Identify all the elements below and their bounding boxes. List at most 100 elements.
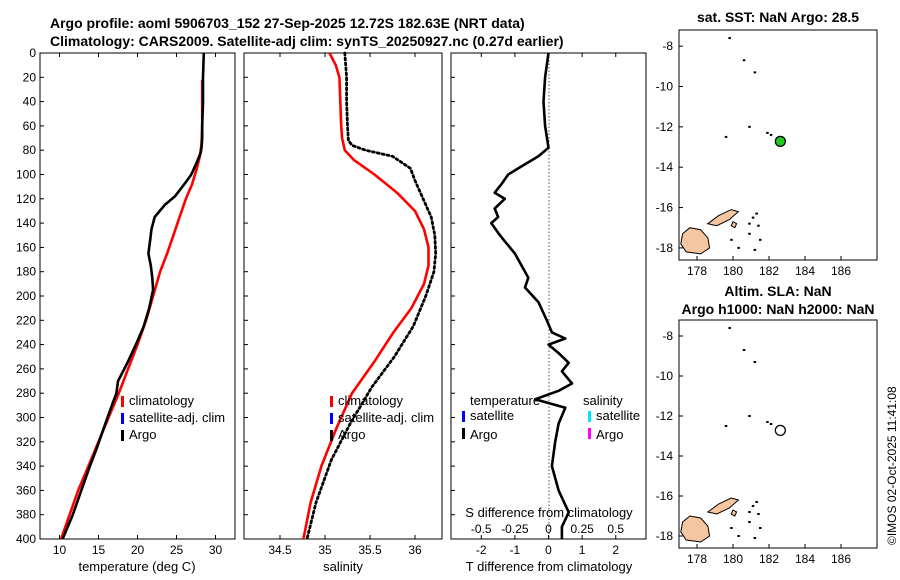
s-difference-label: S difference from climatology: [465, 505, 633, 520]
islet: [724, 425, 728, 427]
legend-climatology: climatology: [129, 393, 195, 408]
lon-tick-label: 178: [687, 552, 707, 566]
argo-float-marker: [774, 424, 786, 437]
temperature-lines: [59, 52, 206, 540]
island-viti-levu: [680, 227, 711, 255]
islet: [753, 537, 757, 539]
islet: [748, 415, 751, 417]
y-tick-label: 360: [16, 483, 36, 497]
y-tick-label: 40: [23, 95, 37, 109]
island-taveuni: [730, 509, 738, 517]
sla-map-land: [680, 327, 773, 543]
sst-map-land: [680, 37, 773, 255]
islet: [730, 238, 733, 241]
difference-panel: -2 -1 0 1 2 S difference from climatology -0…: [450, 52, 647, 574]
sla-map-markers: [774, 424, 786, 437]
lon-tick-label: 180: [723, 264, 743, 278]
sst-map-frame: [678, 29, 878, 261]
sst-map-panel: sat. SST: NaN Argo: 28.5 -8-10-12-14-16-…: [656, 9, 878, 278]
lon-tick-label: 182: [759, 552, 779, 566]
s-tick-label: -0.5: [471, 522, 492, 536]
legend-temperature-title: temperature: [470, 393, 540, 408]
y-tick-label: 200: [16, 289, 36, 303]
lat-tick-label: -14: [656, 449, 674, 463]
sst-map-lon-axis: 178 180 182 184 186: [687, 256, 851, 278]
temperature-axes-frame: [39, 52, 236, 540]
lat-tick-label: -8: [662, 39, 673, 53]
legend-swatch-s-argo: [588, 428, 591, 439]
y-tick-label: 160: [16, 240, 36, 254]
temperature-x-axis: 10 15 20 25 30: [53, 53, 222, 557]
lat-tick-label: -8: [662, 329, 673, 343]
islet: [755, 501, 758, 503]
sla-map-frame: [678, 319, 878, 549]
y-tick-label: 100: [16, 168, 36, 182]
legend-satellite-adj: satellite-adj. clim: [338, 410, 434, 425]
difference-legend: temperature satellite Argo salinity sate…: [462, 393, 640, 442]
lat-tick-label: -12: [656, 409, 674, 423]
difference-x-axis: -2 -1 0 1 2: [451, 52, 619, 557]
x-tick-label: 1: [579, 543, 586, 557]
island-taveuni: [730, 220, 738, 229]
x-tick-label: 2: [612, 543, 619, 557]
x-tick-label: 10: [53, 543, 67, 557]
islet: [766, 421, 769, 423]
legend-swatch-t-argo: [462, 428, 465, 439]
y-tick-label: 280: [16, 386, 36, 400]
t-difference-xlabel: T difference from climatology: [466, 559, 633, 574]
islet: [753, 361, 757, 363]
island-vanua-levu: [706, 209, 740, 227]
islet: [748, 511, 751, 513]
lon-tick-label: 186: [831, 264, 851, 278]
salinity-panel: 34.5 35 35.5 36 salinity climatology satell…: [243, 51, 443, 574]
legend-climatology: climatology: [338, 393, 404, 408]
lon-tick-label: 178: [687, 264, 707, 278]
lat-tick-label: -18: [656, 241, 674, 255]
series-line-argo: [61, 52, 206, 540]
legend-t-satellite: satellite: [470, 408, 514, 423]
islet: [751, 505, 755, 507]
islet: [742, 59, 746, 62]
lon-tick-label: 184: [795, 552, 815, 566]
legend-t-argo: Argo: [470, 427, 497, 442]
islet: [751, 216, 755, 219]
legend-swatch-argo: [121, 430, 124, 441]
salinity-legend: climatology satellite-adj. clim Argo: [330, 393, 434, 442]
x-tick-label: 0: [545, 543, 552, 557]
islet: [748, 232, 751, 235]
y-tick-label: 400: [16, 532, 36, 546]
figure-title-line1: Argo profile: aoml 5906703_152 27-Sep-20…: [50, 15, 525, 31]
island-viti-levu: [680, 515, 711, 543]
legend-salinity-title: salinity: [583, 393, 623, 408]
lat-tick-label: -16: [656, 489, 674, 503]
salinity-axes-frame: [243, 52, 443, 540]
legend-argo: Argo: [338, 427, 365, 442]
lon-tick-label: 184: [795, 264, 815, 278]
legend-s-satellite: satellite: [596, 408, 640, 423]
y-tick-label: 380: [16, 508, 36, 522]
legend-swatch-argo: [330, 430, 333, 441]
x-tick-label: -2: [476, 543, 487, 557]
figure-title-line2: Climatology: CARS2009. Satellite-adj cli…: [50, 33, 564, 49]
legend-swatch-satellite: [330, 413, 333, 424]
sla-map-title-line2: Argo h1000: NaN h2000: NaN: [682, 301, 875, 317]
islet: [757, 513, 760, 515]
sst-map-title: sat. SST: NaN Argo: 28.5: [697, 9, 859, 25]
y-tick-label: 140: [16, 216, 36, 230]
lat-tick-label: -16: [656, 201, 674, 215]
islet: [748, 222, 751, 225]
lon-tick-label: 182: [759, 264, 779, 278]
sla-map-panel: Altim. SLA: NaN Argo h1000: NaN h2000: N…: [656, 283, 878, 566]
argo-float-marker: [774, 135, 786, 148]
sla-map-lon-axis: 178 180 182 184 186: [687, 544, 851, 566]
lat-tick-label: -10: [656, 79, 674, 93]
y-tick-label: 340: [16, 459, 36, 473]
sst-map-markers: [774, 135, 786, 148]
islet: [730, 527, 733, 529]
difference-lines: [489, 52, 574, 539]
islet: [757, 224, 760, 227]
s-tick-label: -0.25: [501, 522, 529, 536]
lon-tick-label: 180: [723, 552, 743, 566]
temperature-panel: 0 20 40 60 80 100 120 140 160 180 200 220 240 260 280 3…: [16, 46, 236, 574]
series-line-climatology: [302, 52, 430, 540]
